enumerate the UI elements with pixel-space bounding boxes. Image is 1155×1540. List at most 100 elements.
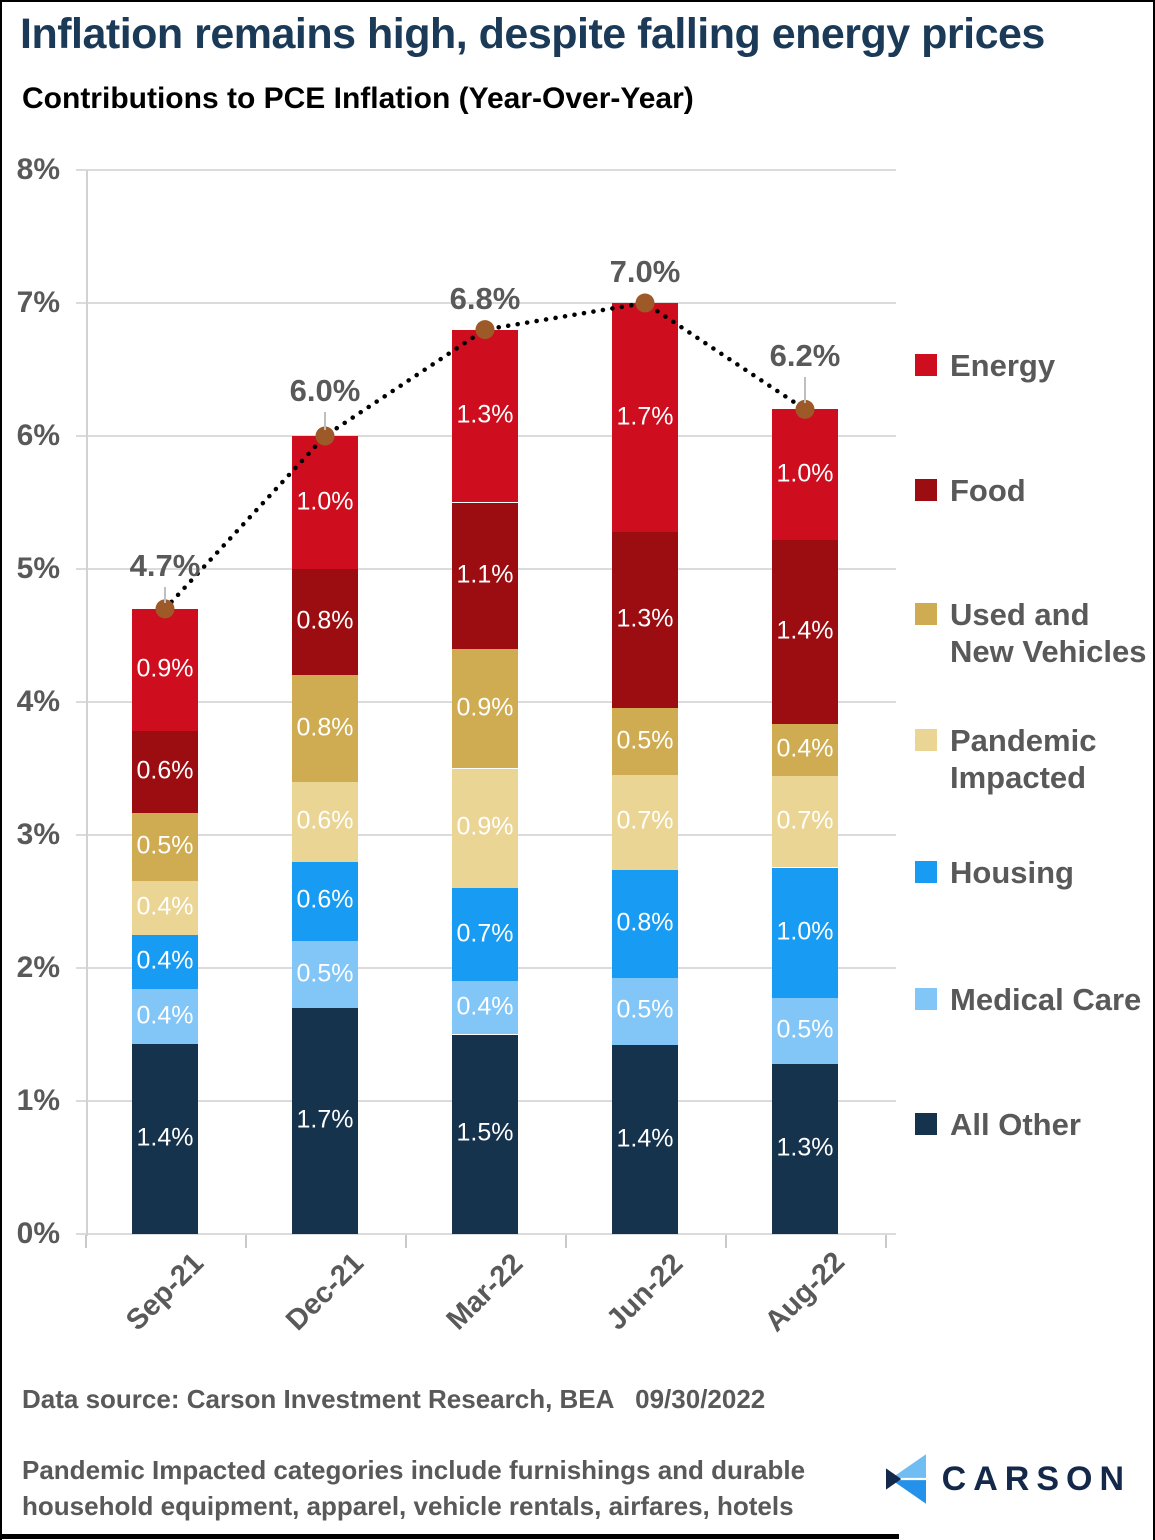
bar-segment-food: 1.4%	[772, 540, 838, 724]
bar-segment-food: 0.8%	[292, 569, 358, 676]
carson-logo: CARSON	[885, 1454, 1131, 1504]
y-tick-label: 2%	[16, 951, 60, 984]
bar-value-label: 1.3%	[616, 604, 674, 633]
bar-value-label: 0.5%	[296, 958, 354, 987]
bottom-border	[2, 1534, 899, 1539]
x-category-label: Aug-22	[758, 1245, 851, 1338]
bar-value-label: 0.5%	[136, 831, 194, 860]
bar-segment-energy: 1.7%	[612, 303, 678, 533]
bar-segment-used-and-new-vehicles: 0.8%	[292, 675, 358, 782]
legend-label: Medical Care	[950, 982, 1142, 1017]
legend-swatch	[915, 988, 937, 1010]
bar-segment-all-other: 1.4%	[132, 1043, 198, 1234]
total-label-leader-line	[804, 377, 806, 404]
bar-segment-food: 1.1%	[452, 502, 518, 649]
bar-segment-all-other: 1.3%	[772, 1063, 838, 1234]
y-axis-line	[86, 170, 88, 1236]
grid-line	[76, 169, 896, 171]
y-tick-label: 1%	[16, 1084, 60, 1117]
bar-value-label: 0.6%	[136, 756, 194, 785]
legend-swatch	[915, 861, 937, 883]
data-source-text: Data source: Carson Investment Research,…	[22, 1384, 766, 1414]
legend-item-used-and-new-vehicles: Used and New Vehicles	[915, 596, 1146, 670]
total-label-leader-line	[164, 586, 166, 603]
bar-value-label: 1.7%	[616, 402, 674, 431]
bar-segment-housing: 0.6%	[292, 861, 358, 942]
bar-value-label: 0.7%	[456, 919, 514, 948]
bar-value-label: 0.6%	[296, 806, 354, 835]
bar-segment-housing: 0.4%	[132, 935, 198, 990]
bar-value-label: 0.4%	[136, 946, 194, 975]
bar-value-label: 1.0%	[776, 459, 834, 488]
carson-logo-text: CARSON	[941, 1459, 1131, 1498]
chart-title: Contributions to PCE Inflation (Year-Ove…	[22, 82, 694, 115]
legend-swatch	[915, 1113, 937, 1135]
bar-segment-medical-care: 0.4%	[132, 989, 198, 1044]
bar-segment-energy: 1.0%	[772, 409, 838, 541]
bar-segment-used-and-new-vehicles: 0.5%	[612, 707, 678, 776]
bar-segment-energy: 1.0%	[292, 436, 358, 569]
bar-value-label: 0.6%	[296, 885, 354, 914]
x-axis-tick	[405, 1235, 407, 1248]
bar-value-label: 0.8%	[296, 712, 354, 741]
legend-item-all-other: All Other	[915, 1106, 1081, 1143]
total-label: 6.8%	[449, 280, 521, 316]
bar-value-label: 1.3%	[776, 1133, 834, 1162]
bar-segment-pandemic-impacted: 0.7%	[772, 775, 838, 868]
footnote-text: Pandemic Impacted categories include fur…	[22, 1455, 806, 1522]
x-category-label: Mar-22	[440, 1247, 530, 1337]
bar-segment-pandemic-impacted: 0.4%	[132, 880, 198, 936]
x-category-label: Dec-21	[279, 1246, 370, 1337]
total-label: 6.0%	[289, 373, 361, 408]
bar-value-label: 0.7%	[776, 806, 834, 835]
x-axis-tick	[885, 1235, 887, 1248]
bar-value-label: 1.7%	[296, 1105, 354, 1134]
legend-swatch	[915, 354, 937, 376]
legend-item-pandemic-impacted: Pandemic Impacted	[915, 722, 1096, 796]
legend-item-housing: Housing	[915, 854, 1074, 891]
bar-value-label: 1.4%	[776, 616, 834, 645]
bar-value-label: 1.5%	[456, 1118, 514, 1147]
bar-segment-all-other: 1.7%	[292, 1007, 358, 1234]
bar-value-label: 0.9%	[456, 692, 514, 721]
bar-value-label: 0.7%	[616, 806, 674, 835]
bar-segment-medical-care: 0.5%	[612, 977, 678, 1046]
x-category-label: Jun-22	[600, 1247, 690, 1337]
bar-value-label: 0.4%	[136, 1000, 194, 1029]
y-tick-label: 0%	[16, 1217, 60, 1250]
legend-label: Energy	[950, 348, 1056, 383]
legend-swatch	[915, 479, 937, 501]
bar-value-label: 0.8%	[296, 606, 354, 635]
y-tick-label: 6%	[16, 419, 60, 452]
legend-item-food: Food	[915, 472, 1026, 509]
bar-segment-pandemic-impacted: 0.7%	[612, 775, 678, 870]
legend-swatch	[915, 729, 937, 751]
bar-value-label: 1.4%	[136, 1123, 194, 1152]
total-label: 7.0%	[609, 254, 681, 289]
y-tick-label: 8%	[16, 153, 60, 186]
bar-value-label: 0.5%	[616, 995, 674, 1024]
bar-segment-medical-care: 0.4%	[452, 981, 518, 1035]
bar-segment-used-and-new-vehicles: 0.4%	[772, 723, 838, 776]
carson-logo-icon	[885, 1454, 926, 1504]
total-label-leader-line	[324, 412, 326, 430]
bar-value-label: 1.4%	[616, 1123, 674, 1152]
x-axis-tick	[85, 1235, 87, 1248]
legend-label: Housing	[950, 855, 1074, 890]
bar-segment-all-other: 1.5%	[452, 1034, 518, 1234]
bar-segment-housing: 0.7%	[452, 888, 518, 982]
bar-segment-pandemic-impacted: 0.6%	[292, 781, 358, 862]
x-category-label: Sep-21	[119, 1246, 210, 1337]
bar-value-label: 1.0%	[776, 917, 834, 946]
bar-segment-housing: 1.0%	[772, 867, 838, 999]
y-tick-label: 7%	[16, 286, 60, 319]
y-tick-label: 4%	[16, 685, 60, 718]
legend-label: All Other	[950, 1107, 1081, 1142]
legend-label: Food	[950, 473, 1026, 508]
bar-segment-medical-care: 0.5%	[292, 941, 358, 1008]
bar-value-label: 0.4%	[136, 892, 194, 921]
bar-value-label: 0.9%	[456, 812, 514, 841]
bar-value-label: 1.0%	[296, 486, 354, 515]
x-axis-tick	[565, 1235, 567, 1248]
